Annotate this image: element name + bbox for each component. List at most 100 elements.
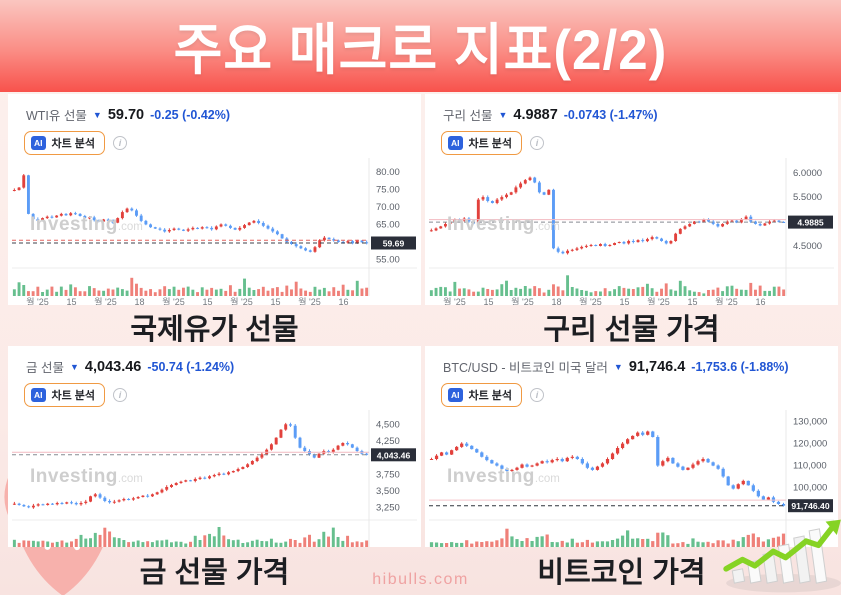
svg-text:130,000: 130,000 bbox=[793, 417, 827, 428]
info-icon[interactable]: i bbox=[530, 388, 545, 402]
svg-text:15: 15 bbox=[687, 297, 697, 305]
caption-bitcoin: 비트코인 가격 bbox=[537, 557, 706, 589]
info-icon[interactable]: i bbox=[530, 136, 545, 150]
svg-text:3,500: 3,500 bbox=[376, 486, 400, 497]
svg-text:110,000: 110,000 bbox=[793, 461, 827, 472]
last-price: 59.70 bbox=[107, 106, 145, 123]
chart-card-wti: WTI유 선물 ▼ 59.70 -0.25 (-0.42%) AI 차트 분석 … bbox=[8, 94, 421, 305]
symbol-row: 구리 선물 ▼ 4.9887 -0.0743 (-1.47%) bbox=[425, 94, 838, 124]
price-down-arrow-icon: ▼ bbox=[92, 109, 102, 120]
svg-text:4.9885: 4.9885 bbox=[797, 218, 824, 228]
svg-text:5.5000: 5.5000 bbox=[793, 192, 822, 203]
info-icon[interactable]: i bbox=[113, 136, 128, 150]
copper-chart-area: Investing.com 6.0000 5.5000 4.5000 4.9885 월 … bbox=[425, 158, 838, 305]
svg-text:75.00: 75.00 bbox=[376, 184, 400, 195]
svg-text:59.69: 59.69 bbox=[383, 239, 405, 249]
svg-text:16: 16 bbox=[338, 297, 348, 305]
price-change: -0.25 (-0.42%) bbox=[150, 107, 231, 122]
symbol-name: 금 선물 bbox=[26, 361, 64, 375]
svg-text:월 '25: 월 '25 bbox=[443, 296, 466, 305]
svg-text:월 '25: 월 '25 bbox=[298, 296, 321, 305]
chart-card-copper: 구리 선물 ▼ 4.9887 -0.0743 (-1.47%) AI 차트 분석… bbox=[425, 94, 838, 305]
symbol-row: WTI유 선물 ▼ 59.70 -0.25 (-0.42%) bbox=[8, 94, 421, 124]
site-watermark: hibulls.com bbox=[372, 571, 469, 588]
ai-icon: AI bbox=[448, 136, 463, 150]
svg-text:3,250: 3,250 bbox=[376, 503, 400, 514]
svg-text:월 '25: 월 '25 bbox=[579, 296, 602, 305]
chart-card-btc: BTC/USD - 비트코인 미국 달러 ▼ 91,746.4 -1,753.6… bbox=[425, 346, 838, 547]
svg-text:4.5000: 4.5000 bbox=[793, 241, 822, 252]
ai-button-label: 차트 분석 bbox=[468, 138, 513, 150]
svg-text:16: 16 bbox=[755, 297, 765, 305]
svg-text:월 '25: 월 '25 bbox=[511, 296, 534, 305]
ai-icon: AI bbox=[448, 388, 463, 402]
ai-chart-analysis-button[interactable]: AI 차트 분석 bbox=[441, 131, 523, 155]
last-price: 91,746.4 bbox=[628, 358, 686, 375]
price-down-arrow-icon: ▼ bbox=[69, 361, 79, 372]
svg-text:18: 18 bbox=[551, 297, 561, 305]
symbol-name: WTI유 선물 bbox=[26, 109, 87, 123]
svg-text:100,000: 100,000 bbox=[793, 483, 827, 494]
growth-chart-icon bbox=[723, 519, 841, 593]
ai-row: AI 차트 분석 i bbox=[425, 376, 838, 407]
page-title: 주요 매크로 지표(2/2) bbox=[173, 19, 668, 82]
svg-text:월 '25: 월 '25 bbox=[647, 296, 670, 305]
svg-text:월 '25: 월 '25 bbox=[230, 296, 253, 305]
wti-candlestick-chart: 80.00 75.00 70.00 65.00 55.00 59.69 월 '25 15 월 '… bbox=[12, 158, 417, 305]
last-price: 4,043.46 bbox=[84, 358, 142, 375]
copper-candlestick-chart: 6.0000 5.5000 4.5000 4.9885 월 '25 15 월 '25 18 월 … bbox=[429, 158, 834, 305]
svg-text:15: 15 bbox=[619, 297, 629, 305]
price-change: -50.74 (-1.24%) bbox=[147, 359, 235, 374]
wti-chart-area: Investing.com 80.00 75.00 70.00 65.00 55.00 5… bbox=[8, 158, 421, 305]
svg-text:15: 15 bbox=[202, 297, 212, 305]
caption-copper: 구리 선물 가격 bbox=[543, 314, 720, 346]
ai-chart-analysis-button[interactable]: AI 차트 분석 bbox=[24, 131, 106, 155]
price-change: -0.0743 (-1.47%) bbox=[563, 107, 658, 122]
ai-button-label: 차트 분석 bbox=[51, 138, 96, 150]
caption-gold: 금 선물 가격 bbox=[139, 557, 290, 589]
svg-text:6.0000: 6.0000 bbox=[793, 168, 822, 179]
svg-text:15: 15 bbox=[270, 297, 280, 305]
ai-row: AI 차트 분석 i bbox=[8, 124, 421, 155]
svg-text:80.00: 80.00 bbox=[376, 167, 400, 178]
ai-chart-analysis-button[interactable]: AI 차트 분석 bbox=[24, 383, 106, 407]
chart-card-gold: 금 선물 ▼ 4,043.46 -50.74 (-1.24%) AI 차트 분석… bbox=[8, 346, 421, 547]
ai-chart-analysis-button[interactable]: AI 차트 분석 bbox=[441, 383, 523, 407]
symbol-row: BTC/USD - 비트코인 미국 달러 ▼ 91,746.4 -1,753.6… bbox=[425, 346, 838, 376]
ai-button-label: 차트 분석 bbox=[51, 390, 96, 402]
svg-text:91,746.40: 91,746.40 bbox=[791, 501, 829, 511]
last-price: 4.9887 bbox=[513, 106, 558, 123]
ai-row: AI 차트 분석 i bbox=[8, 376, 421, 407]
btc-candlestick-chart: 130,000120,000110,000100,00091,746.40'25… bbox=[429, 410, 834, 547]
symbol-name: BTC/USD - 비트코인 미국 달러 bbox=[443, 361, 608, 375]
page-header: 주요 매크로 지표(2/2) bbox=[0, 0, 841, 92]
svg-text:4,043.46: 4,043.46 bbox=[377, 450, 411, 460]
symbol-name: 구리 선물 bbox=[443, 109, 493, 123]
svg-text:70.00: 70.00 bbox=[376, 202, 400, 213]
svg-text:15: 15 bbox=[483, 297, 493, 305]
svg-text:월 '25: 월 '25 bbox=[162, 296, 185, 305]
info-icon[interactable]: i bbox=[113, 388, 128, 402]
gold-chart-area: Investing.com 4,500 4,250 3,750 3,500 3,250 4… bbox=[8, 410, 421, 547]
svg-text:월 '25: 월 '25 bbox=[26, 296, 49, 305]
svg-text:55.00: 55.00 bbox=[376, 255, 400, 266]
price-down-arrow-icon: ▼ bbox=[498, 109, 508, 120]
ai-row: AI 차트 분석 i bbox=[425, 124, 838, 155]
ai-button-label: 차트 분석 bbox=[468, 390, 513, 402]
svg-text:월 '25: 월 '25 bbox=[715, 296, 738, 305]
svg-text:15: 15 bbox=[66, 297, 76, 305]
ai-icon: AI bbox=[31, 136, 46, 150]
svg-text:4,500: 4,500 bbox=[376, 419, 400, 430]
svg-text:65.00: 65.00 bbox=[376, 219, 400, 230]
svg-text:월 '25: 월 '25 bbox=[94, 296, 117, 305]
svg-text:120,000: 120,000 bbox=[793, 439, 827, 450]
svg-text:18: 18 bbox=[134, 297, 144, 305]
symbol-row: 금 선물 ▼ 4,043.46 -50.74 (-1.24%) bbox=[8, 346, 421, 376]
ai-icon: AI bbox=[31, 388, 46, 402]
caption-oil: 국제유가 선물 bbox=[130, 314, 299, 346]
svg-text:4,250: 4,250 bbox=[376, 436, 400, 447]
price-down-arrow-icon: ▼ bbox=[613, 361, 623, 372]
svg-text:3,750: 3,750 bbox=[376, 469, 400, 480]
